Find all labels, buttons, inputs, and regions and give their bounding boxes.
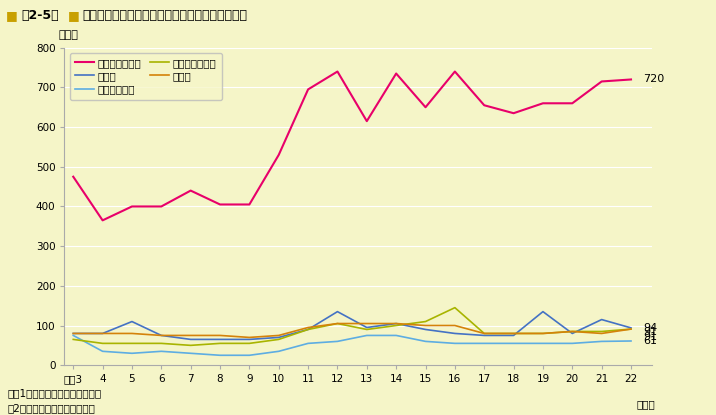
Text: ■: ■ bbox=[68, 9, 79, 22]
Text: （隻）: （隻） bbox=[59, 30, 79, 40]
Text: 61: 61 bbox=[643, 336, 657, 346]
Text: プレジャーボート等の船型別海難船舶隻数の推移: プレジャーボート等の船型別海難船舶隻数の推移 bbox=[82, 9, 247, 22]
Text: 第2-5図: 第2-5図 bbox=[21, 9, 59, 22]
Text: （年）: （年） bbox=[637, 399, 655, 409]
Text: ■: ■ bbox=[6, 9, 17, 22]
Text: 2　船型「その他」を除く。: 2 船型「その他」を除く。 bbox=[7, 403, 95, 413]
Legend: モーターボート, ヨット, 手漕ぎボート, 水上オートバイ, 遊漁船: モーターボート, ヨット, 手漕ぎボート, 水上オートバイ, 遊漁船 bbox=[69, 53, 222, 100]
Text: 91: 91 bbox=[643, 332, 657, 342]
Text: 720: 720 bbox=[643, 74, 664, 85]
Text: 91: 91 bbox=[643, 327, 657, 337]
Text: 94: 94 bbox=[643, 323, 657, 333]
Text: 注　1　海上保安庁資料による。: 注 1 海上保安庁資料による。 bbox=[7, 388, 101, 398]
